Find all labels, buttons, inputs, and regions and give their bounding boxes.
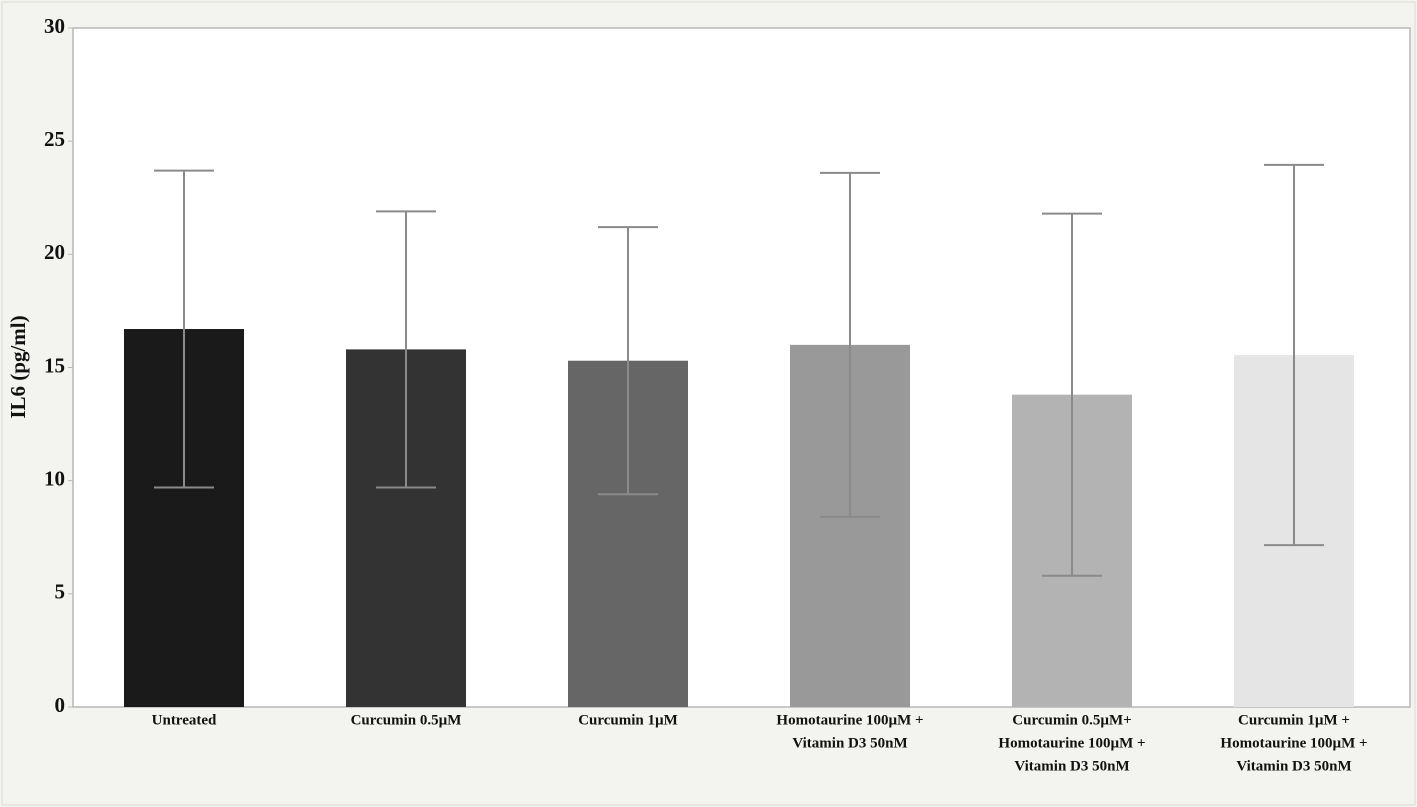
x-tick-label: Curcumin 1µM <box>578 712 678 728</box>
y-tick-label: 25 <box>44 127 65 151</box>
x-tick-label: Untreated <box>152 712 217 728</box>
x-tick-label: Vitamin D3 50nM <box>1236 758 1351 774</box>
y-tick-label: 15 <box>44 353 65 377</box>
x-tick-label: Curcumin 0.5µM+ <box>1012 712 1131 728</box>
y-tick-label: 0 <box>55 693 66 717</box>
x-tick-label: Vitamin D3 50nM <box>792 735 907 751</box>
x-tick-label: Homotaurine 100µM + <box>998 735 1145 751</box>
y-tick-label: 5 <box>55 580 66 604</box>
x-tick-label: Curcumin 0.5µM <box>351 712 462 728</box>
x-tick-label: Homotaurine 100µM + <box>776 712 923 728</box>
x-tick-label: Curcumin 1µM + <box>1238 712 1350 728</box>
x-tick-label: Homotaurine 100µM + <box>1220 735 1367 751</box>
plot-area <box>72 27 1411 708</box>
y-axis-label: IL6 (pg/ml) <box>6 315 30 418</box>
x-tick-label: Vitamin D3 50nM <box>1014 758 1129 774</box>
y-tick-label: 20 <box>44 240 65 264</box>
y-tick-label: 30 <box>44 14 65 38</box>
y-tick-label: 10 <box>44 466 65 490</box>
